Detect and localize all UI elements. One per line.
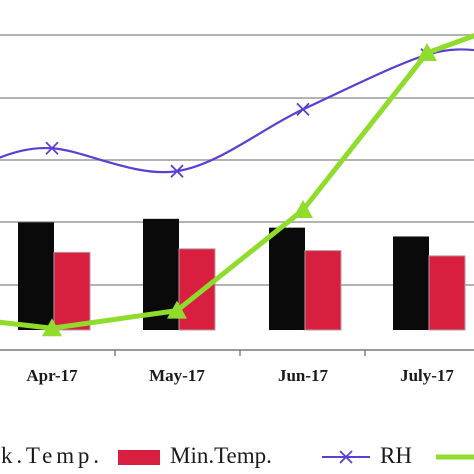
green-line [0,33,474,331]
legend: k.Temp. Min.Temp. RH [1,443,474,468]
rh-marker-0 [45,141,59,155]
bar-min-temp-2 [304,250,342,331]
legend-swatch-min-temp [118,450,160,465]
x-tick-label-2: Jun-17 [278,366,329,385]
rh-line [0,48,474,174]
x-tick-label-0: Apr-17 [26,366,78,385]
green-marker-2 [293,200,313,218]
rh-marker-1 [170,164,184,178]
bar-max-temp-0 [18,222,54,330]
bar-max-temp-3 [393,236,429,330]
bar-min-temp-0 [53,251,91,331]
bars [18,218,466,331]
x-axis: Apr-17 May-17 Jun-17 July-17 [0,349,474,385]
green-marker-3 [417,42,437,61]
rh-marker-2 [296,102,310,117]
legend-label-min-temp: Min.Temp. [170,443,272,468]
bar-min-temp-3 [428,255,466,331]
legend-marker-rh [339,450,353,464]
green-marker-1 [167,300,187,319]
legend-label-rh: RH [380,443,412,468]
series-lines [0,33,474,337]
x-tick-label-3: July-17 [400,366,454,385]
green-marker-0 [42,318,62,337]
x-tick-label-1: May-17 [149,366,205,385]
bar-max-temp-2 [269,227,305,330]
legend-label-max-temp: k.Temp. [1,443,99,468]
